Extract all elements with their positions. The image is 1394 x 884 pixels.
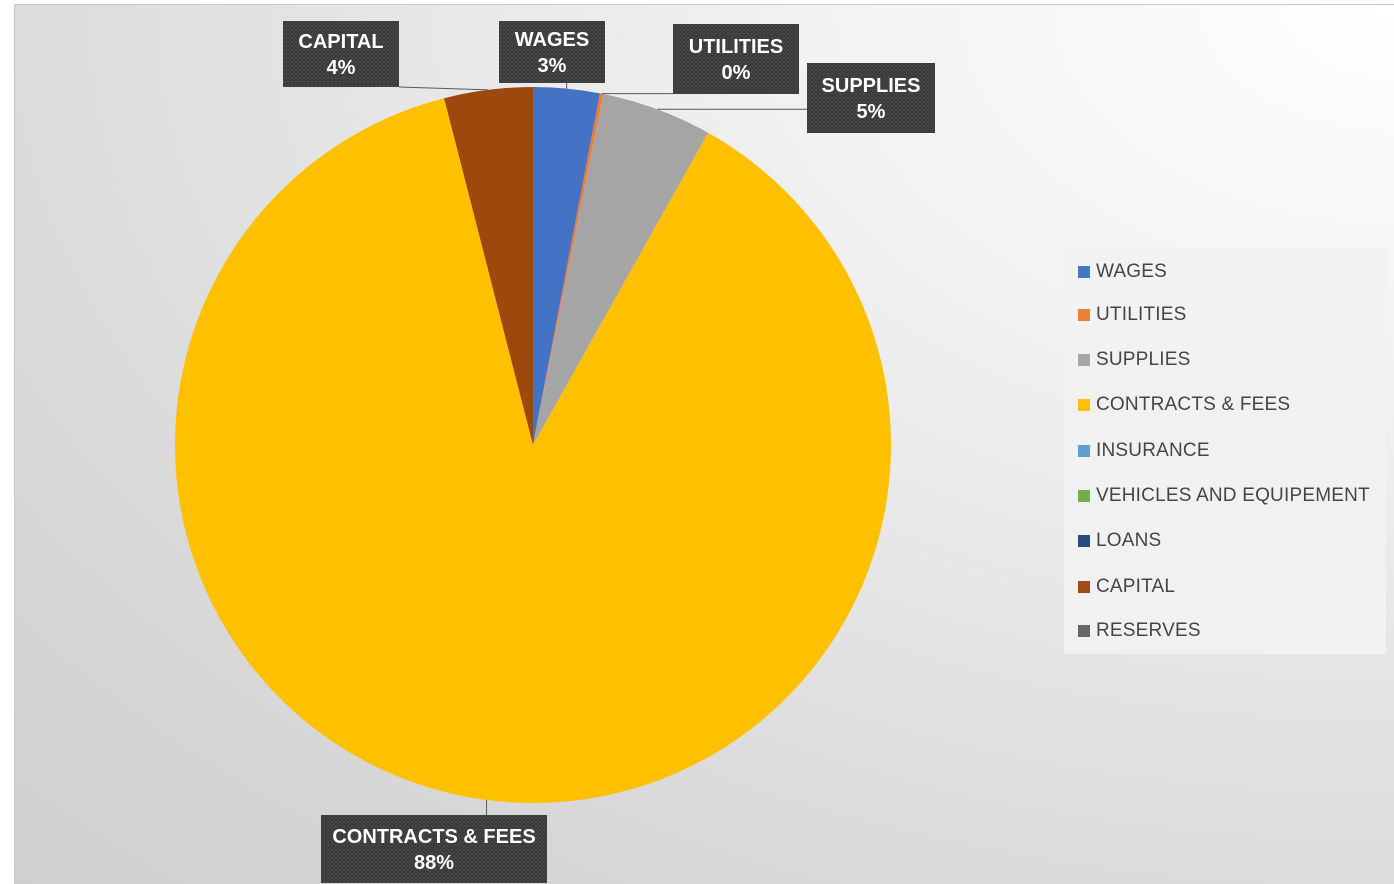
legend-label: WAGES: [1096, 261, 1168, 282]
pie-slice-capital: [444, 87, 533, 445]
data-label-callout: WAGES 3%: [499, 21, 605, 83]
legend-swatch: [1078, 354, 1090, 366]
chart-legend: WAGES UTILITIES SUPPLIES CONTRACTS & FEE…: [1064, 248, 1386, 654]
legend-label: INSURANCE: [1096, 440, 1210, 461]
legend-label: VEHICLES AND EQUIPEMENT: [1096, 485, 1370, 506]
leader-line: [398, 86, 489, 91]
data-label-percent: 5%: [857, 101, 886, 123]
legend-swatch: [1078, 309, 1090, 321]
legend-item: VEHICLES AND EQUIPEMENT: [1078, 483, 1370, 509]
legend-item: SUPPLIES: [1078, 347, 1191, 373]
legend-label: UTILITIES: [1096, 304, 1187, 325]
legend-label: CAPITAL: [1096, 576, 1176, 597]
data-label-category: CONTRACTS & FEES: [332, 826, 535, 848]
legend-item: UTILITIES: [1078, 302, 1186, 328]
data-label-box: [283, 21, 399, 87]
legend-label: CONTRACTS & FEES: [1096, 394, 1291, 415]
legend-label: RESERVES: [1096, 620, 1201, 641]
legend-swatch: [1078, 490, 1090, 502]
pie-slice-contracts-fees: [175, 98, 892, 803]
data-label-callout: CONTRACTS & FEES 88%: [321, 815, 547, 883]
data-label-box: [321, 815, 547, 883]
pie-slice-utilities: [533, 93, 604, 446]
data-label-callout: UTILITIES 0%: [673, 24, 799, 94]
data-label-percent: 0%: [722, 62, 751, 84]
legend-item: RESERVES: [1078, 618, 1201, 644]
legend-label: SUPPLIES: [1096, 349, 1191, 370]
pie-slice-wages: [533, 87, 600, 445]
legend-item: LOANS: [1078, 528, 1161, 554]
legend-swatch: [1078, 445, 1090, 457]
data-label-box: [499, 21, 605, 83]
data-label-category: CAPITAL: [298, 31, 383, 53]
data-label-percent: 88%: [414, 852, 454, 874]
legend-item: WAGES: [1078, 259, 1167, 285]
chart-area: WAGES 3% UTILITIES 0% SUPPLIES 5% CONTRACTS & …: [14, 4, 1394, 884]
legend-item: CONTRACTS & FEES: [1078, 392, 1290, 418]
data-label-category: UTILITIES: [689, 36, 783, 58]
legend-swatch: [1078, 535, 1090, 547]
legend-swatch: [1078, 266, 1090, 278]
legend-swatch: [1078, 625, 1090, 637]
legend-swatch: [1078, 399, 1090, 411]
data-label-category: WAGES: [515, 29, 589, 51]
data-label-callout: CAPITAL 4%: [283, 21, 399, 87]
data-label-category: SUPPLIES: [822, 75, 921, 97]
data-label-box: [807, 63, 935, 133]
data-label-percent: 3%: [538, 55, 567, 77]
data-label-percent: 4%: [327, 57, 356, 79]
legend-item: INSURANCE: [1078, 438, 1210, 464]
pie-chart: WAGES 3% UTILITIES 0% SUPPLIES 5% CONTRACTS & …: [175, 21, 935, 883]
data-label-callout: SUPPLIES 5%: [807, 63, 935, 133]
legend-label: LOANS: [1096, 530, 1162, 551]
legend-item: CAPITAL: [1078, 574, 1175, 600]
data-label-box: [673, 24, 799, 94]
pie-slice-supplies: [533, 93, 709, 445]
legend-swatch: [1078, 581, 1090, 593]
